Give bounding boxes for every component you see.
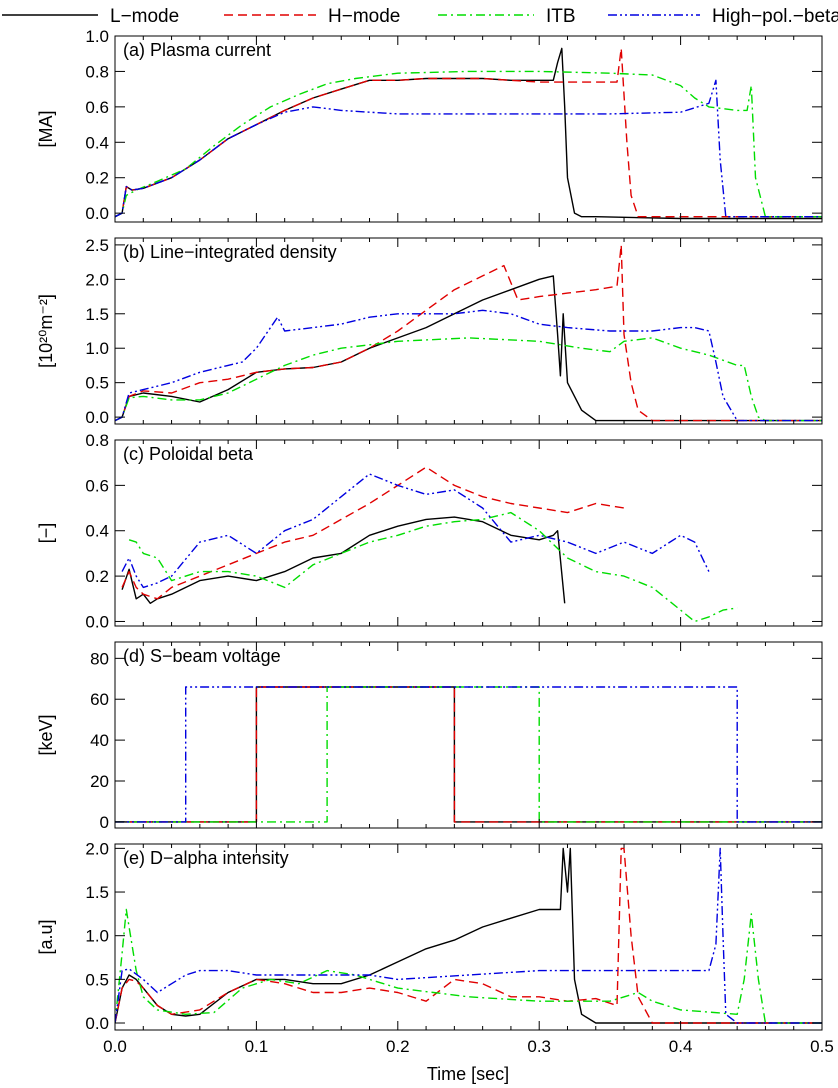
x-tick-label: 0.1 xyxy=(245,1037,269,1056)
y-tick-label: 1.5 xyxy=(85,883,109,902)
y-tick-label: 60 xyxy=(90,690,109,709)
panel-b: 0.0 0.5 1.0 1.5 2.0 2.5 (b) Line−integrated de… xyxy=(36,236,823,427)
y-tick-label: 0.2 xyxy=(85,567,109,586)
y-tick-label: 80 xyxy=(90,649,109,668)
series-line-high-pol-beta xyxy=(115,686,822,823)
y-tick-label: 0.4 xyxy=(85,133,109,152)
panel-e: 0.0 0.5 1.0 1.5 2.0 0.0 0.1 0.2 0.3 0.4 0.5 (e) D−a… xyxy=(36,839,834,1056)
y-tick-label: 1.0 xyxy=(85,27,109,46)
legend-label-h-mode: H−mode xyxy=(328,6,400,27)
y-tick-label: 1.0 xyxy=(85,339,109,358)
panel-title: (e) D−alpha intensity xyxy=(123,848,289,868)
y-tick-label: 40 xyxy=(90,731,109,750)
series-line-l-mode xyxy=(121,516,566,604)
y-tick-label: 0.0 xyxy=(85,408,109,427)
panel-c: 0.0 0.2 0.4 0.6 0.8 (c) Poloidal beta [−] xyxy=(36,431,823,631)
series-line-h-mode xyxy=(121,466,625,600)
legend-label-high-pol-beta: High−pol.−beta xyxy=(712,6,838,27)
x-axis-label: Time [sec] xyxy=(427,1064,509,1084)
plot-frame xyxy=(114,641,823,829)
legend-label-itb: ITB xyxy=(546,6,576,27)
y-axis-label: [a.u] xyxy=(36,919,56,954)
series-line-h-mode xyxy=(115,244,822,422)
y-tick-label: 0.6 xyxy=(85,476,109,495)
series-line-h-mode xyxy=(115,686,822,823)
y-axis-label: [10²⁰m⁻²] xyxy=(36,294,56,368)
series-line-high-pol-beta xyxy=(115,79,822,218)
y-axis-label: [keV] xyxy=(36,714,56,755)
series-line-h-mode xyxy=(115,847,822,1024)
x-tick-label: 0.0 xyxy=(103,1037,127,1056)
y-tick-label: 0.0 xyxy=(85,612,109,631)
y-tick-label: 2.0 xyxy=(85,270,109,289)
series-line-itb xyxy=(115,686,822,823)
y-tick-label: 1.0 xyxy=(85,927,109,946)
y-tick-label: 0.4 xyxy=(85,522,109,541)
y-tick-label: 0.5 xyxy=(85,374,109,393)
x-tick-label: 0.5 xyxy=(810,1037,834,1056)
panel-title: (d) S−beam voltage xyxy=(123,646,281,666)
y-tick-label: 0.0 xyxy=(85,204,109,223)
x-tick-label: 0.2 xyxy=(386,1037,410,1056)
x-tick-label: 0.3 xyxy=(527,1037,551,1056)
series-line-l-mode xyxy=(115,847,822,1024)
panel-title: (c) Poloidal beta xyxy=(123,444,254,464)
legend-label-l-mode: L−mode xyxy=(110,6,179,27)
series-line-itb xyxy=(115,337,822,422)
series-line-high-pol-beta xyxy=(115,309,822,422)
y-tick-label: 0.8 xyxy=(85,431,109,450)
y-axis-label: [−] xyxy=(36,523,56,544)
series-line-h-mode xyxy=(115,47,822,218)
y-tick-label: 2.5 xyxy=(85,236,109,255)
y-axis-label: [MA] xyxy=(36,110,56,147)
series-line-l-mode xyxy=(115,686,822,823)
panel-title: (a) Plasma current xyxy=(123,40,271,60)
panel-a: 0.0 0.2 0.4 0.6 0.8 1.0 (a) Plasma current [MA] xyxy=(36,27,823,223)
panels: 0.0 0.2 0.4 0.6 0.8 1.0 (a) Plasma current [MA]… xyxy=(36,27,834,1056)
legend: L−mode H−mode ITB High−pol.−beta xyxy=(2,6,838,27)
y-tick-label: 1.5 xyxy=(85,305,109,324)
panel-title: (b) Line−integrated density xyxy=(123,242,337,262)
y-tick-label: 20 xyxy=(90,772,109,791)
series-line-high-pol-beta xyxy=(121,473,710,589)
panel-d: 0 20 40 60 80 (d) S−beam voltage [keV] xyxy=(36,641,823,832)
y-tick-label: 0.2 xyxy=(85,169,109,188)
x-tick-label: 0.4 xyxy=(669,1037,693,1056)
plot-frame xyxy=(114,439,823,627)
series-line-l-mode xyxy=(115,275,822,422)
y-tick-label: 0.8 xyxy=(85,62,109,81)
plot-frame xyxy=(114,843,823,1031)
y-tick-label: 0 xyxy=(100,813,109,832)
plot-frame xyxy=(114,237,823,425)
series-line-itb xyxy=(115,908,822,1024)
y-tick-label: 0.6 xyxy=(85,98,109,117)
y-tick-label: 2.0 xyxy=(85,839,109,858)
series-line-itb xyxy=(128,511,738,623)
plot-frame xyxy=(114,35,823,223)
y-tick-label: 0.5 xyxy=(85,970,109,989)
y-tick-label: 0.0 xyxy=(85,1014,109,1033)
series-line-l-mode xyxy=(115,47,822,220)
series-line-itb xyxy=(115,70,822,218)
